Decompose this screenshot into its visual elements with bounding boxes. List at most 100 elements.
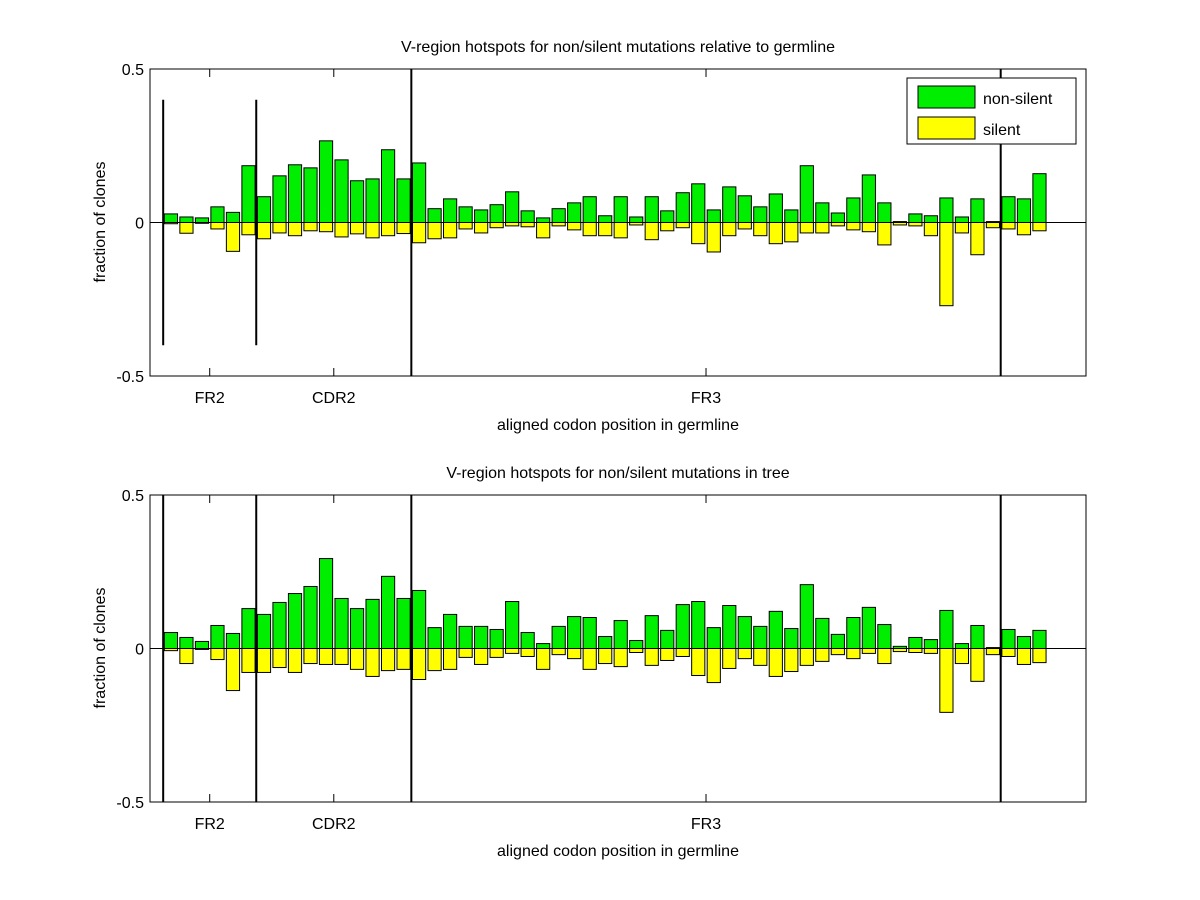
bar-nonsilent — [318, 140, 334, 223]
bar-nonsilent — [225, 211, 241, 224]
y-tick-label: -0.5 — [116, 795, 144, 812]
x-axis-label: aligned codon position in germline — [497, 417, 739, 434]
bar-silent — [613, 222, 628, 239]
bar-silent — [939, 222, 954, 307]
bar-nonsilent — [349, 180, 365, 223]
bar-nonsilent — [768, 193, 783, 224]
chart-title: V-region hotspots for non/silent mutatio… — [401, 39, 835, 56]
bar-silent — [644, 222, 659, 241]
bar-nonsilent — [799, 584, 814, 649]
bar-nonsilent — [1016, 198, 1032, 223]
bar-silent — [877, 648, 892, 665]
bar-silent — [520, 648, 535, 657]
bar-nonsilent — [163, 632, 179, 650]
bar-nonsilent — [613, 196, 628, 224]
bar-nonsilent — [830, 633, 845, 649]
bar-nonsilent — [334, 597, 349, 649]
bar-nonsilent — [303, 167, 318, 224]
bar-silent — [380, 222, 396, 237]
bar-nonsilent — [753, 625, 768, 649]
region-label-fr2: FR2 — [195, 816, 225, 833]
plot-germline: V-region hotspots for non/silent mutatio… — [92, 39, 1087, 434]
bar-nonsilent — [582, 196, 597, 224]
region-label-cdr2: CDR2 — [312, 816, 356, 833]
bar-silent — [458, 648, 473, 658]
bar-silent — [815, 648, 830, 662]
bar-silent — [334, 648, 349, 665]
chart-title: V-region hotspots for non/silent mutatio… — [446, 465, 789, 482]
bar-silent — [753, 648, 768, 666]
bar-silent — [380, 648, 396, 672]
bar-silent — [1016, 222, 1032, 236]
bar-silent — [768, 222, 783, 245]
bar-silent — [660, 222, 675, 232]
bar-silent — [256, 222, 272, 240]
bar-nonsilent — [272, 175, 287, 223]
bar-nonsilent — [846, 197, 861, 224]
bar-silent — [877, 222, 892, 246]
bar-nonsilent — [427, 627, 442, 650]
bar-nonsilent — [706, 209, 721, 223]
bar-silent — [567, 222, 582, 231]
bar-nonsilent — [567, 616, 582, 650]
bar-nonsilent — [225, 632, 241, 649]
bar-silent — [318, 222, 334, 233]
bar-silent — [1032, 648, 1047, 664]
bar-silent — [505, 648, 520, 654]
bar-nonsilent — [660, 210, 675, 223]
bar-nonsilent — [691, 183, 706, 223]
bar-silent — [768, 648, 783, 677]
bar-silent — [691, 648, 706, 677]
bar-nonsilent — [660, 629, 675, 650]
bar-nonsilent — [505, 601, 520, 649]
bar-silent — [908, 648, 923, 653]
bar-nonsilent — [598, 215, 613, 224]
bar-silent — [675, 222, 690, 229]
bar-nonsilent — [194, 217, 210, 224]
bar-silent — [784, 222, 799, 243]
bar-nonsilent — [318, 558, 334, 650]
bar-silent — [908, 222, 923, 227]
bar-nonsilent — [1016, 636, 1032, 649]
bar-nonsilent — [877, 624, 892, 650]
bar-silent — [551, 648, 566, 656]
bar-nonsilent — [877, 202, 892, 224]
bar-nonsilent — [846, 616, 861, 649]
bar-nonsilent — [411, 589, 427, 649]
bar-silent — [582, 222, 597, 237]
bar-nonsilent — [365, 178, 380, 224]
y-tick-label: 0.5 — [122, 488, 144, 505]
bar-silent — [737, 648, 752, 660]
bar-silent — [474, 222, 489, 234]
bar-nonsilent — [582, 616, 597, 649]
bar-silent — [365, 222, 380, 239]
bar-nonsilent — [411, 162, 427, 223]
bar-nonsilent — [474, 209, 489, 223]
bar-nonsilent — [908, 213, 923, 224]
bar-nonsilent — [939, 609, 954, 650]
bar-nonsilent — [970, 624, 985, 649]
bar-nonsilent — [520, 632, 535, 650]
bar-silent — [706, 222, 721, 253]
region-label-fr3: FR3 — [691, 390, 721, 407]
bar-nonsilent — [753, 206, 768, 224]
bar-nonsilent — [287, 164, 303, 223]
bar-nonsilent — [629, 216, 644, 223]
bar-nonsilent — [784, 628, 799, 649]
bar-silent — [722, 648, 737, 669]
bar-silent — [970, 648, 985, 682]
bar-silent — [846, 222, 861, 231]
bar-silent — [753, 222, 768, 237]
bar-silent — [629, 648, 644, 653]
bar-nonsilent — [923, 215, 938, 224]
bar-silent — [722, 222, 737, 237]
bar-silent — [396, 222, 411, 235]
bar-silent — [179, 648, 194, 665]
bar-silent — [303, 222, 318, 232]
bar-silent — [846, 648, 861, 660]
bar-silent — [644, 648, 659, 666]
bar-silent — [225, 648, 241, 692]
bar-nonsilent — [613, 620, 628, 649]
bar-nonsilent — [954, 643, 970, 650]
bar-silent — [830, 648, 845, 656]
